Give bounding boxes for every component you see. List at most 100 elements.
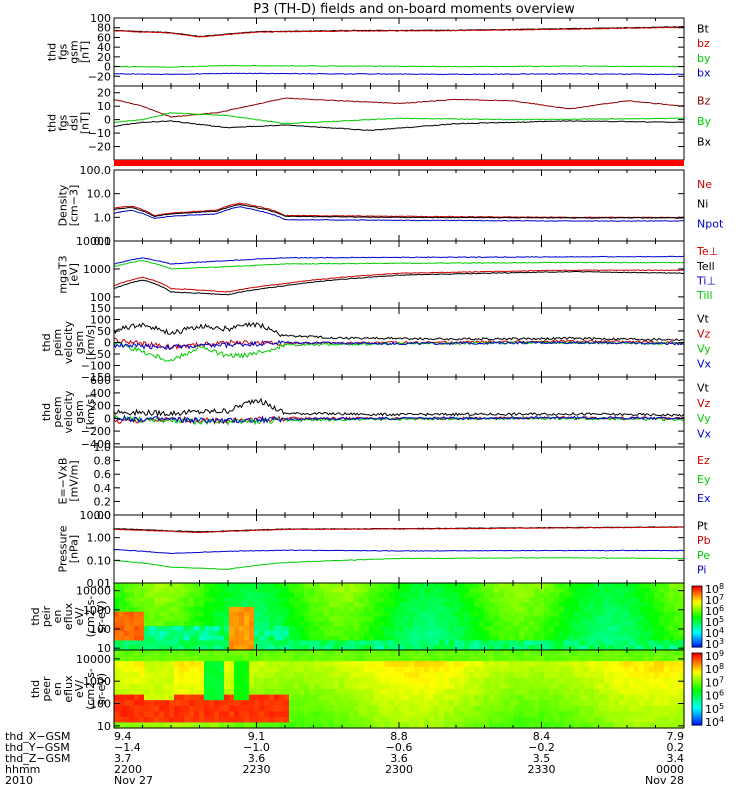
heatmap-cell [359, 611, 365, 618]
heatmap-cell [189, 602, 195, 608]
heatmap-cell [339, 694, 345, 701]
heatmap-cell [659, 666, 665, 673]
y-axis-label: fgs [57, 43, 70, 60]
panel-frame [113, 240, 685, 309]
heatmap-cell [464, 602, 470, 608]
heatmap-cell [519, 592, 525, 598]
heatmap-cell [459, 711, 465, 718]
heatmap-cell [379, 722, 385, 729]
heatmap-cell [369, 650, 375, 657]
heatmap-cell [649, 700, 655, 707]
heatmap-cell [309, 677, 315, 685]
heatmap-cell [494, 640, 500, 646]
heatmap-cell [639, 621, 645, 627]
heatmap-cell [564, 694, 570, 701]
heatmap-cell [524, 655, 530, 662]
heatmap-cell [564, 722, 570, 729]
heatmap-cell [664, 583, 670, 589]
heatmap-cell [569, 655, 575, 662]
heatmap-cell [524, 650, 530, 657]
heatmap-cell [339, 650, 345, 657]
panel-frame [113, 85, 685, 161]
heatmap-cell [254, 602, 260, 608]
heatmap-cell [624, 597, 630, 603]
heatmap-cell [594, 705, 600, 712]
heatmap-cell [414, 592, 420, 598]
heatmap-cell [289, 640, 295, 646]
heatmap-cell [599, 716, 605, 724]
heatmap-cell [319, 587, 325, 594]
heatmap-cell [564, 626, 570, 632]
legend-entry: Tell [696, 260, 715, 273]
heatmap-cell [484, 677, 490, 685]
heatmap-cell [504, 694, 510, 701]
heatmap-cell [469, 683, 475, 690]
heatmap-cell [119, 705, 125, 712]
heatmap-cell [464, 587, 470, 594]
heatmap-cell [309, 635, 315, 642]
heatmap-cell [429, 630, 435, 637]
heatmap-cell [294, 655, 300, 662]
heatmap-cell [259, 630, 265, 637]
heatmap-cell [304, 611, 310, 618]
heatmap-cell [124, 683, 130, 690]
heatmap-cell [254, 716, 260, 724]
heatmap-cell [554, 592, 560, 598]
heatmap-cell [129, 630, 135, 637]
heatmap-cell [189, 677, 195, 685]
heatmap-cell [124, 606, 130, 613]
heatmap-cell [624, 611, 630, 618]
heatmap-cell [259, 705, 265, 712]
heatmap-cell [544, 650, 550, 657]
heatmap-cell [569, 606, 575, 613]
heatmap-cell [399, 711, 405, 718]
heatmap-cell [464, 645, 470, 651]
heatmap-cell [614, 689, 620, 696]
heatmap-cell [244, 616, 250, 622]
heatmap-cell [609, 602, 615, 608]
heatmap-cell [319, 602, 325, 608]
heatmap-cell [349, 626, 355, 632]
heatmap-cell [444, 640, 450, 646]
heatmap-cell [194, 621, 200, 627]
heatmap-cell [544, 621, 550, 627]
heatmap-cell [209, 683, 215, 690]
heatmap-cell [529, 650, 535, 657]
heatmap-cell [334, 705, 340, 712]
heatmap-cell [189, 616, 195, 622]
heatmap-cell [674, 602, 680, 608]
heatmap-cell [144, 626, 150, 632]
heatmap-cell [499, 583, 505, 589]
heatmap-cell [379, 630, 385, 637]
heatmap-cell [424, 650, 430, 657]
heatmap-cell [279, 683, 285, 690]
colorbar-segment [692, 624, 702, 628]
colorbar-segment [692, 674, 702, 678]
heatmap-cell [169, 705, 175, 712]
heatmap-cell [119, 606, 125, 613]
heatmap-cell [609, 583, 615, 589]
legend-entry: Ex [697, 492, 711, 505]
heatmap-cell [379, 616, 385, 622]
heatmap-cell [539, 716, 545, 724]
heatmap-cell [344, 635, 350, 642]
heatmap-cell [354, 650, 360, 657]
heatmap-cell [114, 630, 120, 637]
heatmap-cell [119, 597, 125, 603]
heatmap-cell [494, 722, 500, 729]
y-tick-label: 10 [97, 642, 111, 655]
heatmap-cell [519, 650, 525, 657]
heatmap-cell [614, 635, 620, 642]
heatmap-cell [269, 683, 275, 690]
heatmap-cell [564, 677, 570, 685]
heatmap-cell [274, 640, 280, 646]
heatmap-cell [134, 583, 140, 589]
heatmap-cell [369, 621, 375, 627]
heatmap-cell [439, 606, 445, 613]
heatmap-cell [199, 722, 205, 729]
heatmap-cell [519, 700, 525, 707]
heatmap-cell [504, 630, 510, 637]
heatmap-cell [314, 677, 320, 685]
